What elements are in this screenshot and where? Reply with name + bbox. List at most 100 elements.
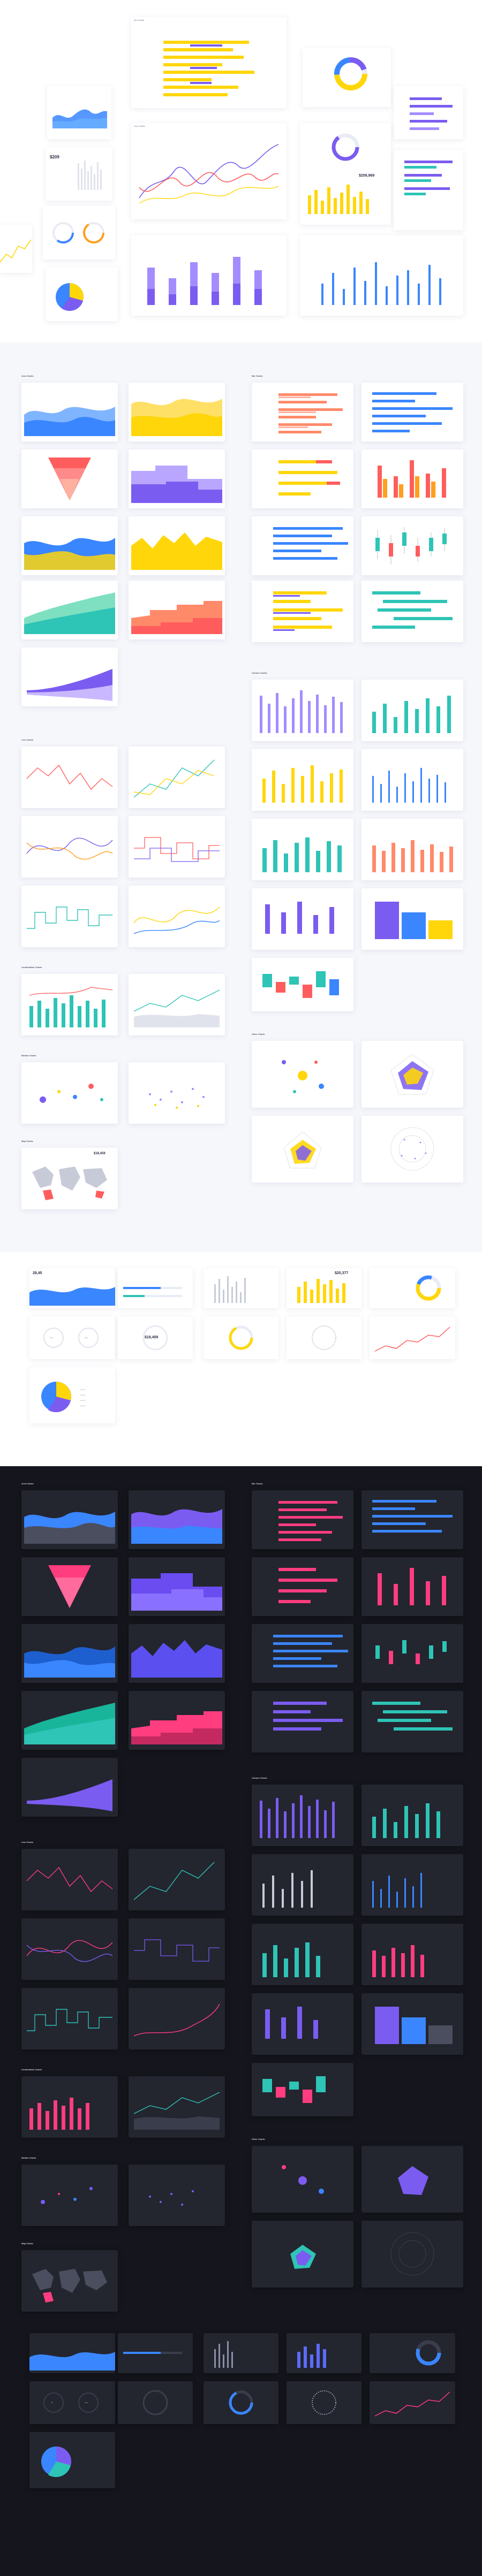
bar-chart-4 <box>362 449 463 508</box>
dark-area-4 <box>129 1624 225 1683</box>
section-label-line: Line Charts <box>21 738 34 741</box>
dark-line-5 <box>21 1988 118 2049</box>
step-area-chart <box>129 449 225 508</box>
bar-chart-5 <box>252 516 353 575</box>
dark-funnel <box>21 1557 118 1616</box>
section-label-other: Other Charts <box>252 1033 265 1035</box>
candlestick-chart <box>362 516 463 575</box>
widget-progress <box>118 1268 193 1308</box>
section-label-bar-dark: Bar Charts <box>252 1482 263 1485</box>
widget-line <box>370 1316 455 1359</box>
gauge-pct: 4% <box>51 2402 54 2404</box>
dark-bar-5 <box>252 1624 353 1683</box>
area-chart-5 <box>21 581 118 639</box>
map-chart: $18,459 <box>21 1148 118 1209</box>
dark-bar-6 <box>252 1691 353 1752</box>
dark-bar-7 <box>362 1691 463 1752</box>
legend-label: Label 3 <box>80 1399 86 1401</box>
radar-chart-2 <box>252 1116 353 1183</box>
dark-column-3 <box>252 1854 353 1916</box>
dark-column-6 <box>362 1924 463 1985</box>
dark-bar-2 <box>362 1490 463 1549</box>
dark-bar-4 <box>362 1557 463 1616</box>
light-catalog: Area Charts Bar Charts Column Charts Lin… <box>0 342 482 1252</box>
dark-bar-1 <box>252 1490 353 1549</box>
column-chart-4 <box>362 749 463 811</box>
dark-step-area <box>129 1557 225 1616</box>
card-title: Bar Charts <box>134 19 145 21</box>
dark-line-1 <box>21 1849 118 1910</box>
dark-radar-1 <box>362 2146 463 2213</box>
area-chart-3 <box>21 516 118 575</box>
gauge-pct: 65% <box>85 1337 88 1339</box>
hero-column-card: $259,969 <box>300 123 391 225</box>
legend-label: Label 2 <box>80 1394 86 1396</box>
dark-area-2 <box>129 1490 225 1549</box>
dark-catalog: Area Charts Bar Charts Column Charts Lin… <box>0 1466 482 2576</box>
dark-line-6 <box>129 1988 225 2049</box>
dark-bar-3 <box>252 1557 353 1616</box>
bar-chart-6 <box>252 581 353 642</box>
combo-chart-2 <box>129 974 225 1035</box>
dark-widget-donut <box>370 2333 455 2373</box>
widget-gauges: 35% 65% <box>29 1316 115 1359</box>
card-title: Line Charts <box>134 125 145 127</box>
dark-column-2 <box>362 1785 463 1846</box>
stat-value: $259,969 <box>359 174 375 178</box>
dark-area-1 <box>21 1490 118 1549</box>
widget-arc <box>204 1316 278 1359</box>
section-label-bar: Bar Charts <box>252 375 263 377</box>
dark-widget-pie <box>29 2432 115 2488</box>
section-label-column-dark: Column Charts <box>252 1777 267 1779</box>
dark-column-8 <box>362 1993 463 2055</box>
polar-chart <box>362 1116 463 1183</box>
area-chart-6 <box>129 581 225 639</box>
hero-blue-columns <box>300 235 463 316</box>
dark-widget-gauges: 4% 25% <box>29 2381 115 2424</box>
funnel-chart <box>21 449 118 508</box>
dark-widget-columns <box>204 2333 278 2373</box>
section-label-other-dark: Other Charts <box>252 2138 265 2140</box>
bar-chart-2 <box>362 383 463 441</box>
stat-value: 28,45 <box>33 1271 42 1275</box>
stat-value: $20,377 <box>335 1271 349 1275</box>
hero-purple-columns <box>131 235 287 316</box>
section-label-area: Area Charts <box>21 375 34 377</box>
bar-chart-3 <box>252 449 353 508</box>
section-label-map: Map Charts <box>21 1140 33 1142</box>
dark-widget-line <box>370 2381 455 2424</box>
hero-line-peek <box>0 225 32 273</box>
section-label-combination-dark: Combination Charts <box>21 2068 42 2071</box>
hero-stat-card: $209 <box>46 147 112 201</box>
bubble-chart-1 <box>21 1062 118 1124</box>
light-widgets: 28,45 $20,377 35% 65% $18,459 Label 1 Lab… <box>0 1252 482 1466</box>
line-chart-1 <box>21 746 118 808</box>
section-label-line-dark: Line Charts <box>21 1841 34 1843</box>
bar-chart-7 <box>362 581 463 642</box>
dark-combo-2 <box>129 2076 225 2138</box>
dark-area-7 <box>21 1758 118 1817</box>
widget-area: 28,45 <box>29 1268 115 1308</box>
hero-pie-card <box>46 268 118 321</box>
gauge-pct: 25% <box>85 2402 88 2404</box>
dark-bubble-2 <box>129 2165 225 2226</box>
line-chart-6 <box>129 886 225 947</box>
legend-label: Label 1 <box>80 1389 86 1391</box>
dark-widget-blue-columns <box>287 2333 362 2373</box>
widget-ring: $18,459 <box>118 1316 193 1359</box>
widget-yellow-columns: $20,377 <box>287 1268 362 1308</box>
waterfall-chart <box>252 958 353 1011</box>
stat-value: $209 <box>50 155 59 159</box>
line-chart-2 <box>129 746 225 808</box>
dark-waterfall <box>252 2063 353 2116</box>
column-chart-1 <box>252 680 353 741</box>
dark-widget-ring <box>118 2381 193 2424</box>
widget-pie: Label 1 Label 2 Label 3 Label 4 <box>29 1367 115 1423</box>
combo-chart-1 <box>21 974 118 1035</box>
column-chart-5 <box>252 819 353 880</box>
dark-combo-1 <box>21 2076 118 2138</box>
hero-donut-card <box>303 48 391 107</box>
dark-area-5 <box>21 1691 118 1750</box>
section-label-area-dark: Area Charts <box>21 1482 34 1485</box>
